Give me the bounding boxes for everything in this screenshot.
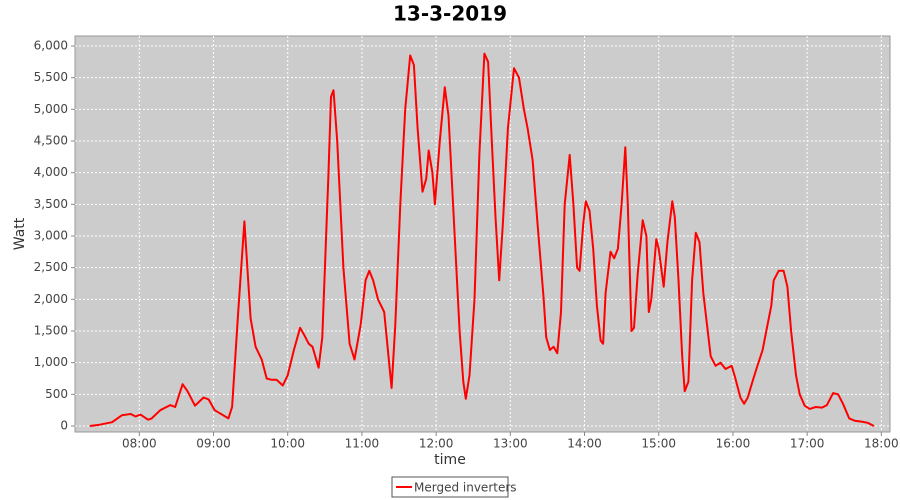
y-tick-label: 2,500: [34, 260, 68, 274]
x-tick-label: 10:00: [270, 437, 305, 451]
x-tick-label: 11:00: [345, 437, 380, 451]
x-tick-label: 12:00: [419, 437, 454, 451]
x-axis-label: time: [434, 452, 466, 468]
y-axis-label: Watt: [12, 217, 28, 250]
y-tick-label: 3,000: [34, 228, 68, 242]
legend: Merged inverters: [391, 476, 517, 498]
y-tick-label: 5,000: [34, 102, 68, 116]
x-tick-label: 09:00: [196, 437, 231, 451]
series-line: [89, 52, 875, 427]
y-tick-label: 3,500: [34, 197, 68, 211]
x-tick-label: 17:00: [790, 437, 825, 451]
y-tick-label: 500: [45, 387, 68, 401]
legend-label: Merged inverters: [414, 481, 517, 495]
y-tick-label: 6,000: [34, 39, 68, 53]
y-tick-label: 1,000: [34, 355, 68, 369]
chart-title: 13-3-2019: [393, 2, 507, 26]
y-tick-label: 2,000: [34, 292, 68, 306]
y-tick-label: 1,500: [34, 323, 68, 337]
x-tick-label: 08:00: [122, 437, 157, 451]
y-tick-label: 5,500: [34, 70, 68, 84]
legend-box: [391, 476, 509, 498]
y-tick-label: 4,000: [34, 165, 68, 179]
x-tick-label: 13:00: [493, 437, 528, 451]
x-tick-label: 15:00: [641, 437, 676, 451]
y-tick-label: 4,500: [34, 134, 68, 148]
x-tick-label: 14:00: [567, 437, 602, 451]
y-tick-label: 0: [60, 418, 68, 432]
x-tick-label: 16:00: [716, 437, 751, 451]
x-tick-label: 18:00: [864, 437, 899, 451]
